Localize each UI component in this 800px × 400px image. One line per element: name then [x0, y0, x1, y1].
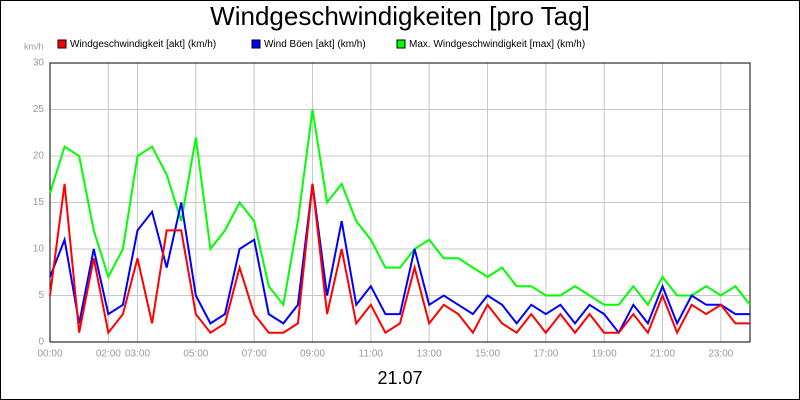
series-line	[49, 109, 751, 308]
y-axis-label: km/h	[24, 41, 44, 51]
plot-frame	[49, 62, 751, 343]
y-tick-label: 20	[33, 151, 45, 162]
series-line	[49, 183, 750, 336]
x-tick-label: 23:00	[708, 349, 733, 360]
x-tick-label: 09:00	[300, 349, 325, 360]
y-tick-label: 5	[38, 290, 44, 301]
x-tick-label: 07:00	[242, 349, 267, 360]
x-tick-label: 00:00	[37, 349, 62, 360]
x-axis-label: 21.07	[377, 368, 422, 388]
x-tick-label: 17:00	[533, 349, 558, 360]
legend-swatch	[57, 39, 67, 49]
y-tick-label: 0	[38, 337, 44, 348]
legend-label: Wind Böen [akt] (km/h)	[264, 39, 366, 50]
x-tick-label: 05:00	[183, 349, 208, 360]
x-tick-label: 03:00	[125, 349, 150, 360]
y-tick-label: 10	[33, 244, 45, 255]
x-tick-label: 21:00	[650, 349, 675, 360]
x-tick-label: 02:00	[96, 349, 121, 360]
legend-swatch	[251, 39, 261, 49]
x-tick-label: 15:00	[475, 349, 500, 360]
legend-swatch	[396, 39, 406, 49]
legend-label: Windgeschwindigkeit [akt] (km/h)	[70, 39, 216, 50]
y-tick-label: 25	[33, 104, 45, 115]
series-line	[49, 183, 750, 335]
y-tick-label: 30	[33, 58, 45, 69]
x-tick-label: 19:00	[592, 349, 617, 360]
x-tick-label: 11:00	[359, 349, 384, 360]
legend-label: Max. Windgeschwindigkeit [max] (km/h)	[409, 39, 585, 50]
x-tick-label: 13:00	[417, 349, 442, 360]
y-tick-label: 15	[33, 197, 45, 208]
chart-title: Windgeschwindigkeiten [pro Tag]	[210, 1, 590, 31]
